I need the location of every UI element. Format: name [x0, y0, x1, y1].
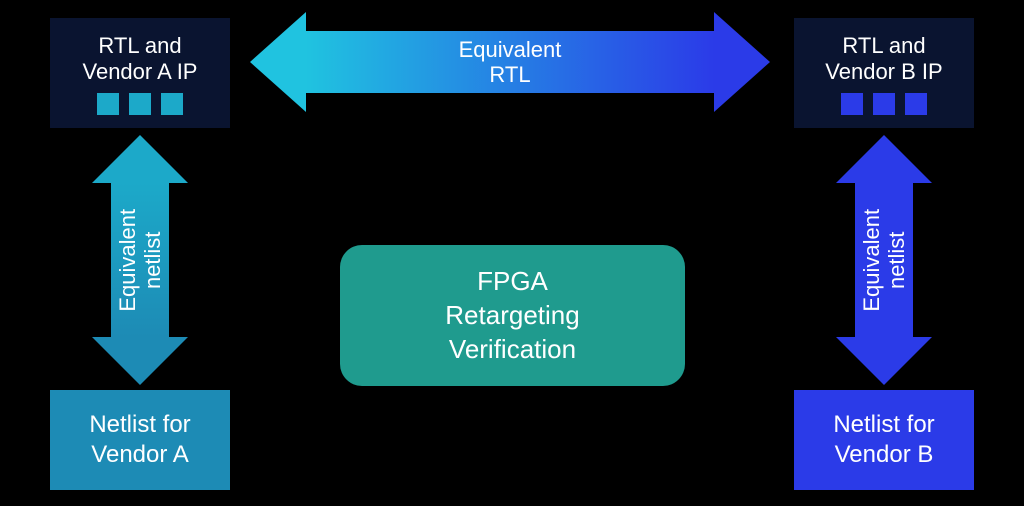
text: RTL and [842, 33, 925, 58]
text: Retargeting Verification [445, 300, 579, 364]
text: netlist [884, 231, 909, 288]
arrow-down-icon [92, 337, 188, 385]
rtl-vendor-b-label: RTL and Vendor B IP [825, 33, 942, 86]
text: Equivalent [115, 209, 140, 312]
ip-block-icon [873, 93, 895, 115]
arrow-label: Equivalent netlist [115, 209, 166, 312]
text: RTL [489, 62, 530, 87]
equivalent-netlist-b-arrow: Equivalent netlist [836, 135, 932, 385]
rtl-vendor-a-box: RTL and Vendor A IP [50, 18, 230, 128]
text: Equivalent [859, 209, 884, 312]
arrow-left-icon [250, 12, 306, 112]
equivalent-netlist-a-arrow: Equivalent netlist [92, 135, 188, 385]
rtl-vendor-b-box: RTL and Vendor B IP [794, 18, 974, 128]
netlist-vendor-b-box: Netlist for Vendor B [794, 390, 974, 490]
text: Netlist for [833, 410, 934, 440]
text: Vendor A [91, 440, 188, 470]
arrow-up-icon [836, 135, 932, 183]
vendor-a-ip-icons [97, 93, 183, 115]
text: Vendor A IP [83, 59, 198, 84]
netlist-vendor-a-box: Netlist for Vendor A [50, 390, 230, 490]
equivalent-rtl-arrow: Equivalent RTL [250, 12, 770, 112]
text: Vendor B [835, 440, 934, 470]
arrow-shaft: Equivalent netlist [855, 183, 913, 337]
ip-block-icon [129, 93, 151, 115]
text: Netlist for [89, 410, 190, 440]
text: FPGA [477, 266, 548, 296]
ip-block-icon [161, 93, 183, 115]
arrow-label: Equivalent netlist [859, 209, 910, 312]
arrow-right-icon [714, 12, 770, 112]
arrow-shaft: Equivalent RTL [306, 31, 714, 93]
text: Equivalent [459, 37, 562, 62]
fpga-retargeting-box: FPGA Retargeting Verification [340, 245, 685, 386]
rtl-vendor-a-label: RTL and Vendor A IP [83, 33, 198, 86]
text: RTL and [98, 33, 181, 58]
arrow-up-icon [92, 135, 188, 183]
arrow-down-icon [836, 337, 932, 385]
ip-block-icon [905, 93, 927, 115]
arrow-shaft: Equivalent netlist [111, 183, 169, 337]
text: netlist [140, 231, 165, 288]
text: Vendor B IP [825, 59, 942, 84]
ip-block-icon [97, 93, 119, 115]
ip-block-icon [841, 93, 863, 115]
vendor-b-ip-icons [841, 93, 927, 115]
